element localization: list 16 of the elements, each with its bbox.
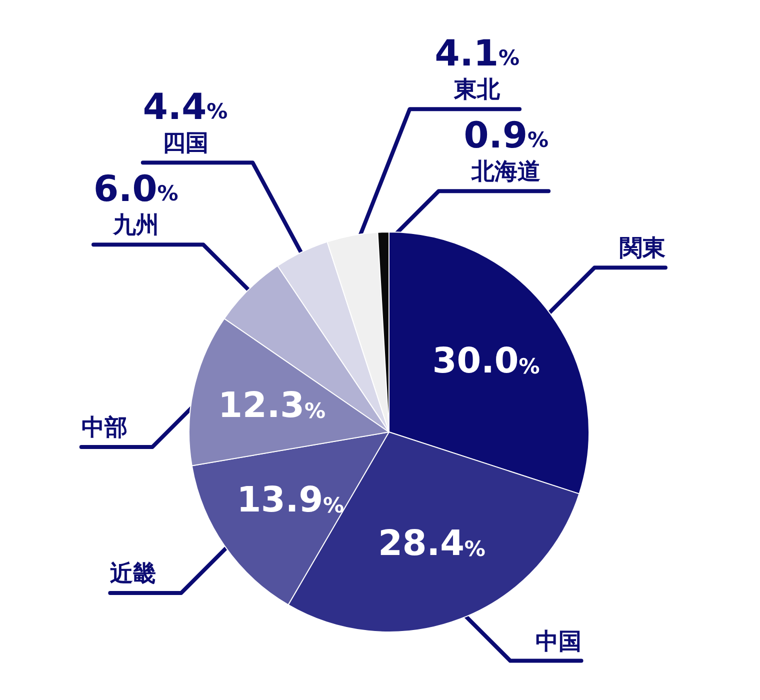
slice-label: 関東 (619, 236, 666, 262)
data-label: 28.4% (378, 524, 486, 564)
data-label: 0.9% (464, 116, 549, 157)
slice-label: 北海道 (470, 159, 541, 186)
data-label: 4.4% (142, 87, 228, 128)
slice-label: 東北 (453, 77, 502, 104)
slice-label: 中部 (81, 414, 128, 441)
data-label: 30.0% (432, 341, 540, 382)
data-label: 13.9% (236, 480, 344, 520)
data-label: 6.0% (93, 169, 178, 210)
slice-label: 近畿 (109, 560, 156, 587)
data-label: 4.1% (434, 34, 520, 75)
data-label: 12.3% (218, 386, 326, 426)
slice-label: 四国 (162, 130, 208, 157)
slice-label: 中国 (535, 628, 582, 655)
slice-label: 九州 (112, 212, 159, 239)
